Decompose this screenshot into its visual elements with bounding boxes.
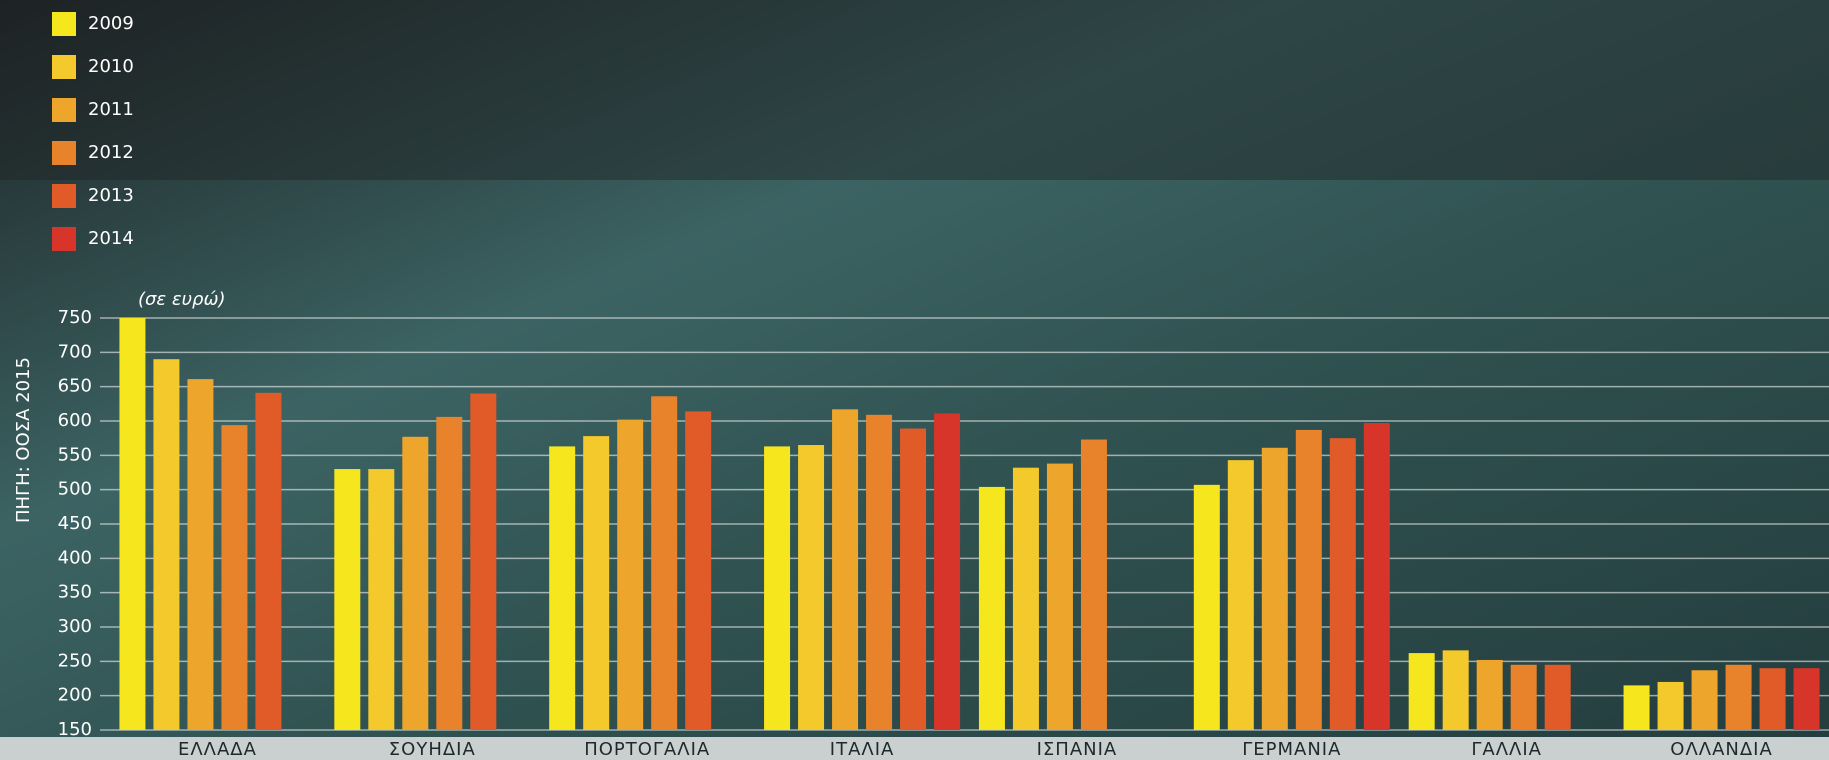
legend-label: 2012 <box>88 142 134 163</box>
bar <box>685 411 712 730</box>
legend-label: 2013 <box>88 185 134 206</box>
unit-label: (σε ευρώ) <box>138 289 226 310</box>
bar <box>934 413 961 730</box>
y-tick-label: 150 <box>58 719 92 740</box>
bar <box>583 436 610 730</box>
x-tick-label: ΣΟΥΗΔΙΑ <box>389 739 476 760</box>
bar <box>221 425 248 730</box>
bar <box>1691 670 1718 730</box>
y-tick-label: 600 <box>58 410 92 431</box>
bar <box>1793 668 1820 730</box>
bar <box>866 414 893 730</box>
bar <box>764 446 791 730</box>
bar <box>1476 659 1503 730</box>
bar <box>1329 438 1356 730</box>
bar <box>1725 664 1752 730</box>
x-tick-label: ΓΕΡΜΑΝΙΑ <box>1242 739 1341 760</box>
bar <box>1759 668 1786 730</box>
bar <box>368 469 395 730</box>
x-tick-label: ΓΑΛΛΙΑ <box>1471 739 1542 760</box>
bar <box>153 359 180 730</box>
bar <box>1012 467 1039 730</box>
x-tick-label: ΙΤΑΛΙΑ <box>830 739 895 760</box>
x-tick-label: ΙΣΠΑΝΙΑ <box>1037 739 1118 760</box>
bar <box>1295 429 1322 730</box>
bar <box>255 392 282 730</box>
legend-label: 2014 <box>88 228 134 249</box>
legend-swatch <box>52 98 76 122</box>
legend-label: 2011 <box>88 99 134 120</box>
bar <box>402 436 429 730</box>
bar <box>617 419 644 730</box>
y-tick-label: 750 <box>58 307 92 328</box>
x-tick-label: ΠΟΡΤΟΓΑΛΙΑ <box>584 739 710 760</box>
x-tick-label: ΟΛΛΑΝΔΙΑ <box>1670 739 1773 760</box>
bar <box>187 379 214 730</box>
bar <box>1623 685 1650 730</box>
y-tick-label: 500 <box>58 479 92 500</box>
bar <box>1227 460 1254 730</box>
legend-swatch <box>52 184 76 208</box>
bar <box>1363 423 1390 730</box>
y-tick-label: 250 <box>58 650 92 671</box>
bar <box>436 416 463 730</box>
bar <box>832 409 859 730</box>
y-tick-label: 550 <box>58 444 92 465</box>
legend-swatch <box>52 12 76 36</box>
bar <box>470 393 497 730</box>
bar <box>1442 650 1469 730</box>
bar <box>119 318 146 730</box>
bar <box>798 445 825 730</box>
legend-swatch <box>52 55 76 79</box>
bar <box>1046 463 1073 730</box>
y-tick-label: 400 <box>58 547 92 568</box>
legend-swatch <box>52 141 76 165</box>
source-label: ΠΗΓΗ: ΟΟΣΑ 2015 <box>13 357 34 523</box>
photo-shade <box>0 0 1829 180</box>
bar <box>978 486 1005 730</box>
y-tick-label: 700 <box>58 341 92 362</box>
bar <box>334 469 361 730</box>
y-tick-label: 650 <box>58 376 92 397</box>
bar <box>1510 664 1537 730</box>
bar <box>1544 664 1571 730</box>
bar <box>1261 447 1288 730</box>
category-strip <box>0 737 1829 760</box>
y-tick-label: 200 <box>58 685 92 706</box>
legend-label: 2009 <box>88 13 134 34</box>
bar <box>1193 484 1220 730</box>
legend-swatch <box>52 227 76 251</box>
bar <box>1657 681 1684 730</box>
bar <box>651 396 678 730</box>
bar <box>1080 439 1107 730</box>
bar <box>900 428 927 730</box>
x-tick-label: ΕΛΛΑΔΑ <box>178 739 257 760</box>
y-tick-label: 350 <box>58 582 92 603</box>
legend-label: 2010 <box>88 56 134 77</box>
bar <box>1408 653 1435 730</box>
y-tick-label: 450 <box>58 513 92 534</box>
bar <box>549 446 576 730</box>
y-tick-label: 300 <box>58 616 92 637</box>
